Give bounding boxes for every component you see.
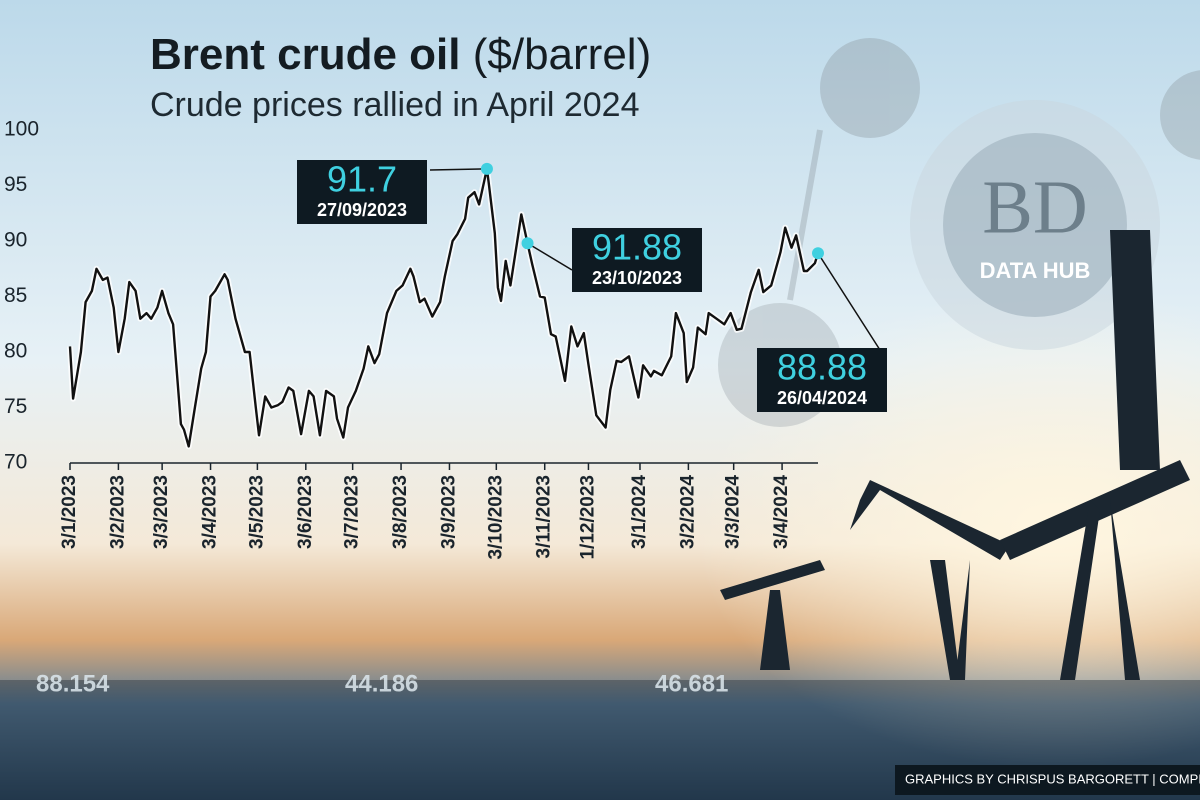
logo: BD DATA HUB — [910, 100, 1160, 350]
x-tick-label: 3/6/2023 — [295, 475, 316, 549]
y-tick-label: 85 — [4, 284, 27, 307]
logo-mark: BD — [982, 165, 1088, 249]
y-tick-label: 95 — [4, 173, 27, 196]
annotation-value: 91.7 — [327, 159, 397, 200]
leader-line — [429, 168, 487, 171]
background-figure: 46.681 — [655, 670, 728, 697]
y-tick-label: 70 — [4, 451, 27, 474]
x-tick-label: 3/7/2023 — [342, 475, 363, 549]
x-tick-label: 3/11/2023 — [534, 475, 555, 558]
annotation-dot — [812, 247, 824, 260]
x-tick-label: 3/2/2024 — [677, 475, 698, 549]
annotation-date: 27/09/2023 — [317, 200, 407, 220]
x-tick-label: 3/8/2023 — [390, 475, 411, 549]
pumpjacks — [0, 230, 1200, 800]
y-tick-label: 100 — [4, 118, 39, 141]
annotation-dot — [521, 237, 534, 250]
background-figures: 88.154 44.186 46.681 — [36, 670, 728, 697]
x-tick-label: 3/4/2023 — [200, 475, 221, 549]
leader-line — [817, 252, 881, 351]
plot: 70 75 80 85 90 95 100 3/1/2023 3/2/2023 3/3/2023 3… — [4, 118, 887, 560]
chart-title: Brent crude oil ($/barrel) — [150, 30, 651, 79]
y-tick-label: 80 — [4, 340, 27, 363]
annotation-date: 23/10/2023 — [592, 268, 682, 288]
y-tick-label: 75 — [4, 395, 27, 418]
leader-line — [527, 242, 573, 271]
title-main: Brent crude oil — [150, 30, 461, 79]
series-line — [68, 167, 820, 448]
annotation-value: 91.88 — [592, 227, 682, 268]
credit-bar — [895, 765, 1200, 795]
credit: GRAPHICS BY CHRISPUS BARGORETT | COMPILE… — [905, 771, 1200, 786]
chart-subtitle: Crude prices rallied in April 2024 — [150, 86, 639, 124]
x-tick-label: 1/12/2023 — [577, 475, 598, 560]
title-unit: ($/barrel) — [473, 30, 652, 79]
annotation-box — [572, 228, 702, 292]
annotation-value: 88.88 — [777, 347, 867, 388]
background-figure: 88.154 — [36, 670, 110, 697]
annotation-box — [757, 348, 887, 412]
annotation-date: 26/04/2024 — [777, 388, 867, 408]
annotation-box — [297, 160, 427, 224]
background-figure: 44.186 — [345, 670, 418, 697]
x-tick-label: 3/10/2023 — [485, 475, 506, 560]
annotation-dot — [480, 162, 493, 175]
x-tick-label: 3/1/2023 — [59, 475, 80, 549]
x-tick-label: 3/4/2024 — [771, 475, 792, 549]
x-tick-label: 3/3/2024 — [723, 475, 744, 549]
logo-text: DATA HUB — [980, 258, 1091, 283]
x-tick-label: 3/3/2023 — [151, 475, 172, 549]
x-tick-label: 3/1/2024 — [629, 475, 650, 549]
x-tick-label: 3/2/2023 — [107, 475, 128, 549]
x-tick-label: 3/5/2023 — [246, 475, 267, 549]
x-tick-label: 3/9/2023 — [438, 475, 459, 549]
y-tick-label: 90 — [4, 229, 27, 252]
